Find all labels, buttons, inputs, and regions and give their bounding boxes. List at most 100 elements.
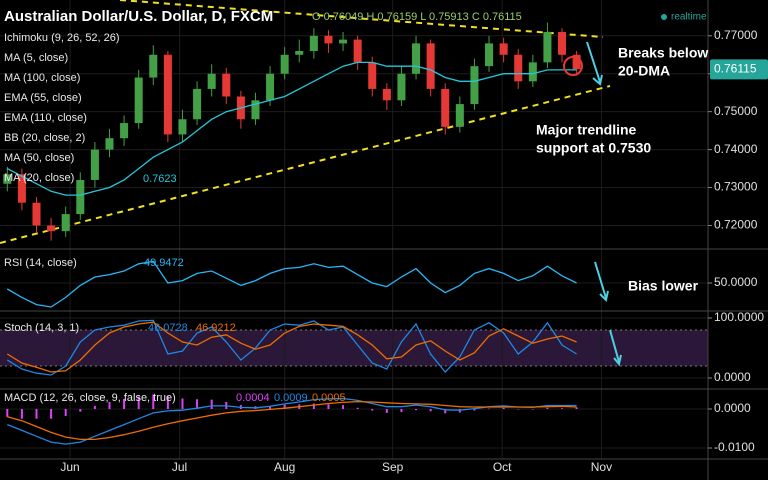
candle-body [222,73,231,97]
reading: 46.9212 [196,322,236,334]
histogram-bar [196,399,199,409]
candle-body [280,54,289,74]
candle-body [163,54,172,135]
histogram-bar [312,403,315,409]
histogram-bar [269,405,272,409]
candle-body [485,43,494,67]
histogram-bar [210,399,213,409]
annotation: 20-DMA [618,63,670,79]
candle-body [514,54,523,82]
reading: 49.9472 [144,257,184,269]
candle-body [470,66,479,105]
annotation: support at 0.7530 [536,140,651,156]
candle-body [178,119,187,135]
status: realtime [671,12,707,23]
y-tick-label: 0.74000 [714,142,758,156]
histogram-bar [473,408,476,411]
histogram-bar [371,408,374,411]
arrow [609,329,620,363]
y-tick-label: 0.77000 [714,28,758,42]
candle-body [543,32,552,63]
y-tick-label: -0.0100 [714,440,755,454]
histogram-bar [561,408,564,409]
histogram-bar [108,401,111,409]
ma-value-label: 0.7623 [143,173,177,185]
histogram-bar [429,408,432,412]
annotation: Bias lower [628,278,699,294]
candle-body [251,100,260,120]
candle-body [412,43,421,74]
histogram-bar [152,394,155,409]
candle-body [149,54,158,78]
y-tick-label: 0.75000 [714,104,758,118]
indicator-label: MA (100, close) [4,72,80,84]
histogram-bar [166,396,169,409]
candle-body [528,62,537,82]
candle-body [105,138,114,150]
x-tick-label: Oct [493,460,512,474]
y-tick-label: 0.0000 [714,401,751,415]
y-tick-label: 50.0000 [714,275,758,289]
reading: 0.0009 [274,392,308,404]
histogram-bar [327,404,330,409]
histogram-bar [93,405,96,409]
histogram-bar [502,407,505,409]
y-tick-label: 0.72000 [714,218,758,232]
candle-body [134,77,143,124]
chart-title: Australian Dollar/U.S. Dollar, D, FXCM [4,8,273,25]
arrow-head [599,290,609,302]
histogram-bar [35,408,38,419]
candle-body [90,149,99,180]
histogram-bar [356,407,359,409]
candle-body [397,73,406,101]
y-tick-label: 0.0000 [714,370,751,384]
candle-body [3,174,12,184]
indicator-label: MA (5, close) [4,52,68,64]
indicator-label: EMA (55, close) [4,92,82,104]
last-price-label: 0.76115 [714,62,757,76]
candle-body [426,43,435,89]
annotation: Breaks below [618,45,708,61]
arrow [594,261,607,299]
x-tick-label: Jul [172,460,187,474]
histogram-bar [385,408,388,413]
annotation: Major trendline [536,122,637,138]
histogram-bar [415,408,418,411]
histogram-bar [342,405,345,409]
highlight-circle [563,56,583,76]
histogram-bar [50,408,53,419]
histogram-bar [181,398,184,409]
indicator-label: EMA (110, close) [4,112,87,124]
candle-body [339,39,348,44]
candle-body [368,62,377,89]
last-price-tag [710,59,768,80]
status-dot [661,14,667,20]
candle-body [572,54,581,70]
histogram-bar [517,408,520,410]
candle-body [558,32,567,55]
histogram-bar [444,408,447,414]
candle-body [207,73,216,89]
histogram-bar [488,408,491,410]
y-tick-label: 100.0000 [714,310,764,324]
histogram-bar [20,408,23,419]
candle-body [193,88,202,120]
histogram-bar [79,408,82,412]
candle-body [324,35,333,44]
plot [3,22,581,445]
histogram-bar [283,404,286,409]
arrow [586,41,601,83]
pane-title: RSI (14, close) [4,257,77,269]
candle-body [441,88,450,127]
candle-body [266,73,275,101]
series-line [6,61,577,196]
histogram-bar [6,408,9,417]
histogram-bar [546,407,549,409]
histogram-bar [531,408,534,410]
reading: 0.0004 [236,392,270,404]
series-line [7,400,577,441]
candle-body [76,179,85,215]
candle-body [47,225,56,232]
reading: 46.0728 [148,322,188,334]
candle-body [309,35,318,51]
